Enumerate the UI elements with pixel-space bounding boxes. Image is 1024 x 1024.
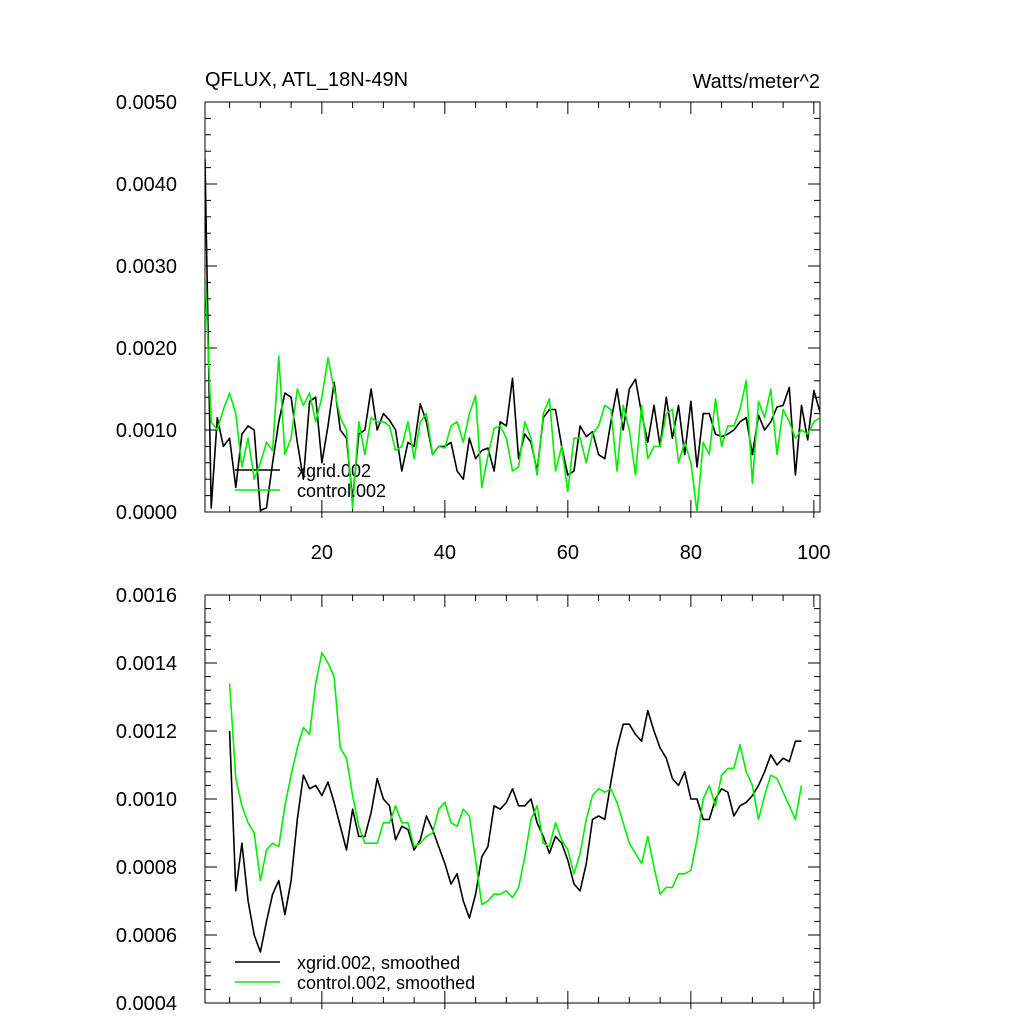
y-tick-label: 0.0012 [116, 721, 177, 743]
series-line-xgrid [205, 159, 820, 512]
plot-frame [204, 594, 821, 1004]
x-tick-label: 20 [311, 542, 333, 564]
chart-title: QFLUX, ATL_18N-49N [205, 69, 408, 91]
y-tick-label: 0.0008 [116, 857, 177, 879]
x-tick-label: 60 [557, 542, 579, 564]
y-tick-label: 0.0010 [116, 420, 177, 442]
y-tick-label: 0.0040 [116, 174, 177, 196]
y-tick-label: 0.0030 [116, 256, 177, 278]
y-tick-label: 0.0014 [116, 653, 177, 675]
series-line-control [228, 651, 803, 906]
y-tick-label: 0.0050 [116, 92, 177, 114]
legend-label: xgrid.002 [297, 461, 371, 481]
y-tick-label: 0.0006 [116, 925, 177, 947]
legend-label: xgrid.002, smoothed [297, 953, 460, 973]
units-label: Watts/meter^2 [692, 71, 820, 93]
x-tick-label: 100 [797, 542, 830, 564]
legend-label: control.002 [297, 481, 386, 501]
x-tick-label: 40 [434, 542, 456, 564]
legend-label: control.002, smoothed [297, 973, 475, 993]
plot-frame [204, 101, 821, 513]
y-tick-label: 0.0020 [116, 338, 177, 360]
series-line-xgrid [228, 709, 802, 953]
panel-top: 0.0000 0.0010 0.0020 0.0030 0.0040 0.0050 20 40… [116, 69, 831, 564]
panel-bottom: 0.0004 0.0006 0.0008 0.0010 0.0012 0.0014 0.00… [116, 585, 821, 1015]
y-tick-label: 0.0004 [116, 993, 177, 1015]
y-tick-label: 0.0016 [116, 585, 177, 607]
y-tick-label: 0.0010 [116, 789, 177, 811]
y-tick-label: 0.0000 [116, 502, 177, 524]
series-line-control [205, 274, 820, 512]
x-tick-label: 80 [680, 542, 702, 564]
